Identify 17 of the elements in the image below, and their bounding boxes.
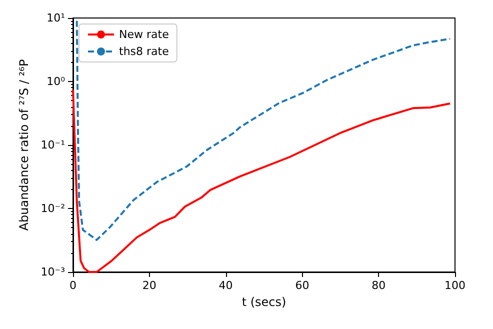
x-tick-label: 100 [444,279,466,292]
line-series [76,20,452,241]
y-tick-label: 10⁻³ [40,266,65,278]
x-tick-label: 20 [142,279,156,292]
y-tick-label: 10⁰ [46,75,66,88]
legend-label: New rate [119,28,170,41]
legend-label: ths8 rate [119,45,170,58]
x-tick-label: 80 [372,279,386,292]
y-axis-title: Abuandance ratio of ²⁷S / ²⁶P [16,59,31,231]
y-tick-label: 10⁻¹ [40,138,65,152]
y-tick-label: 10¹ [46,12,65,24]
x-tick-label: 60 [295,279,310,292]
x-axis-title: t (secs) [242,294,286,309]
y-tick-label: 10⁻² [40,202,65,215]
x-tick-label: 40 [218,279,233,292]
x-tick-label: 0 [70,279,76,292]
line-series [72,88,452,273]
